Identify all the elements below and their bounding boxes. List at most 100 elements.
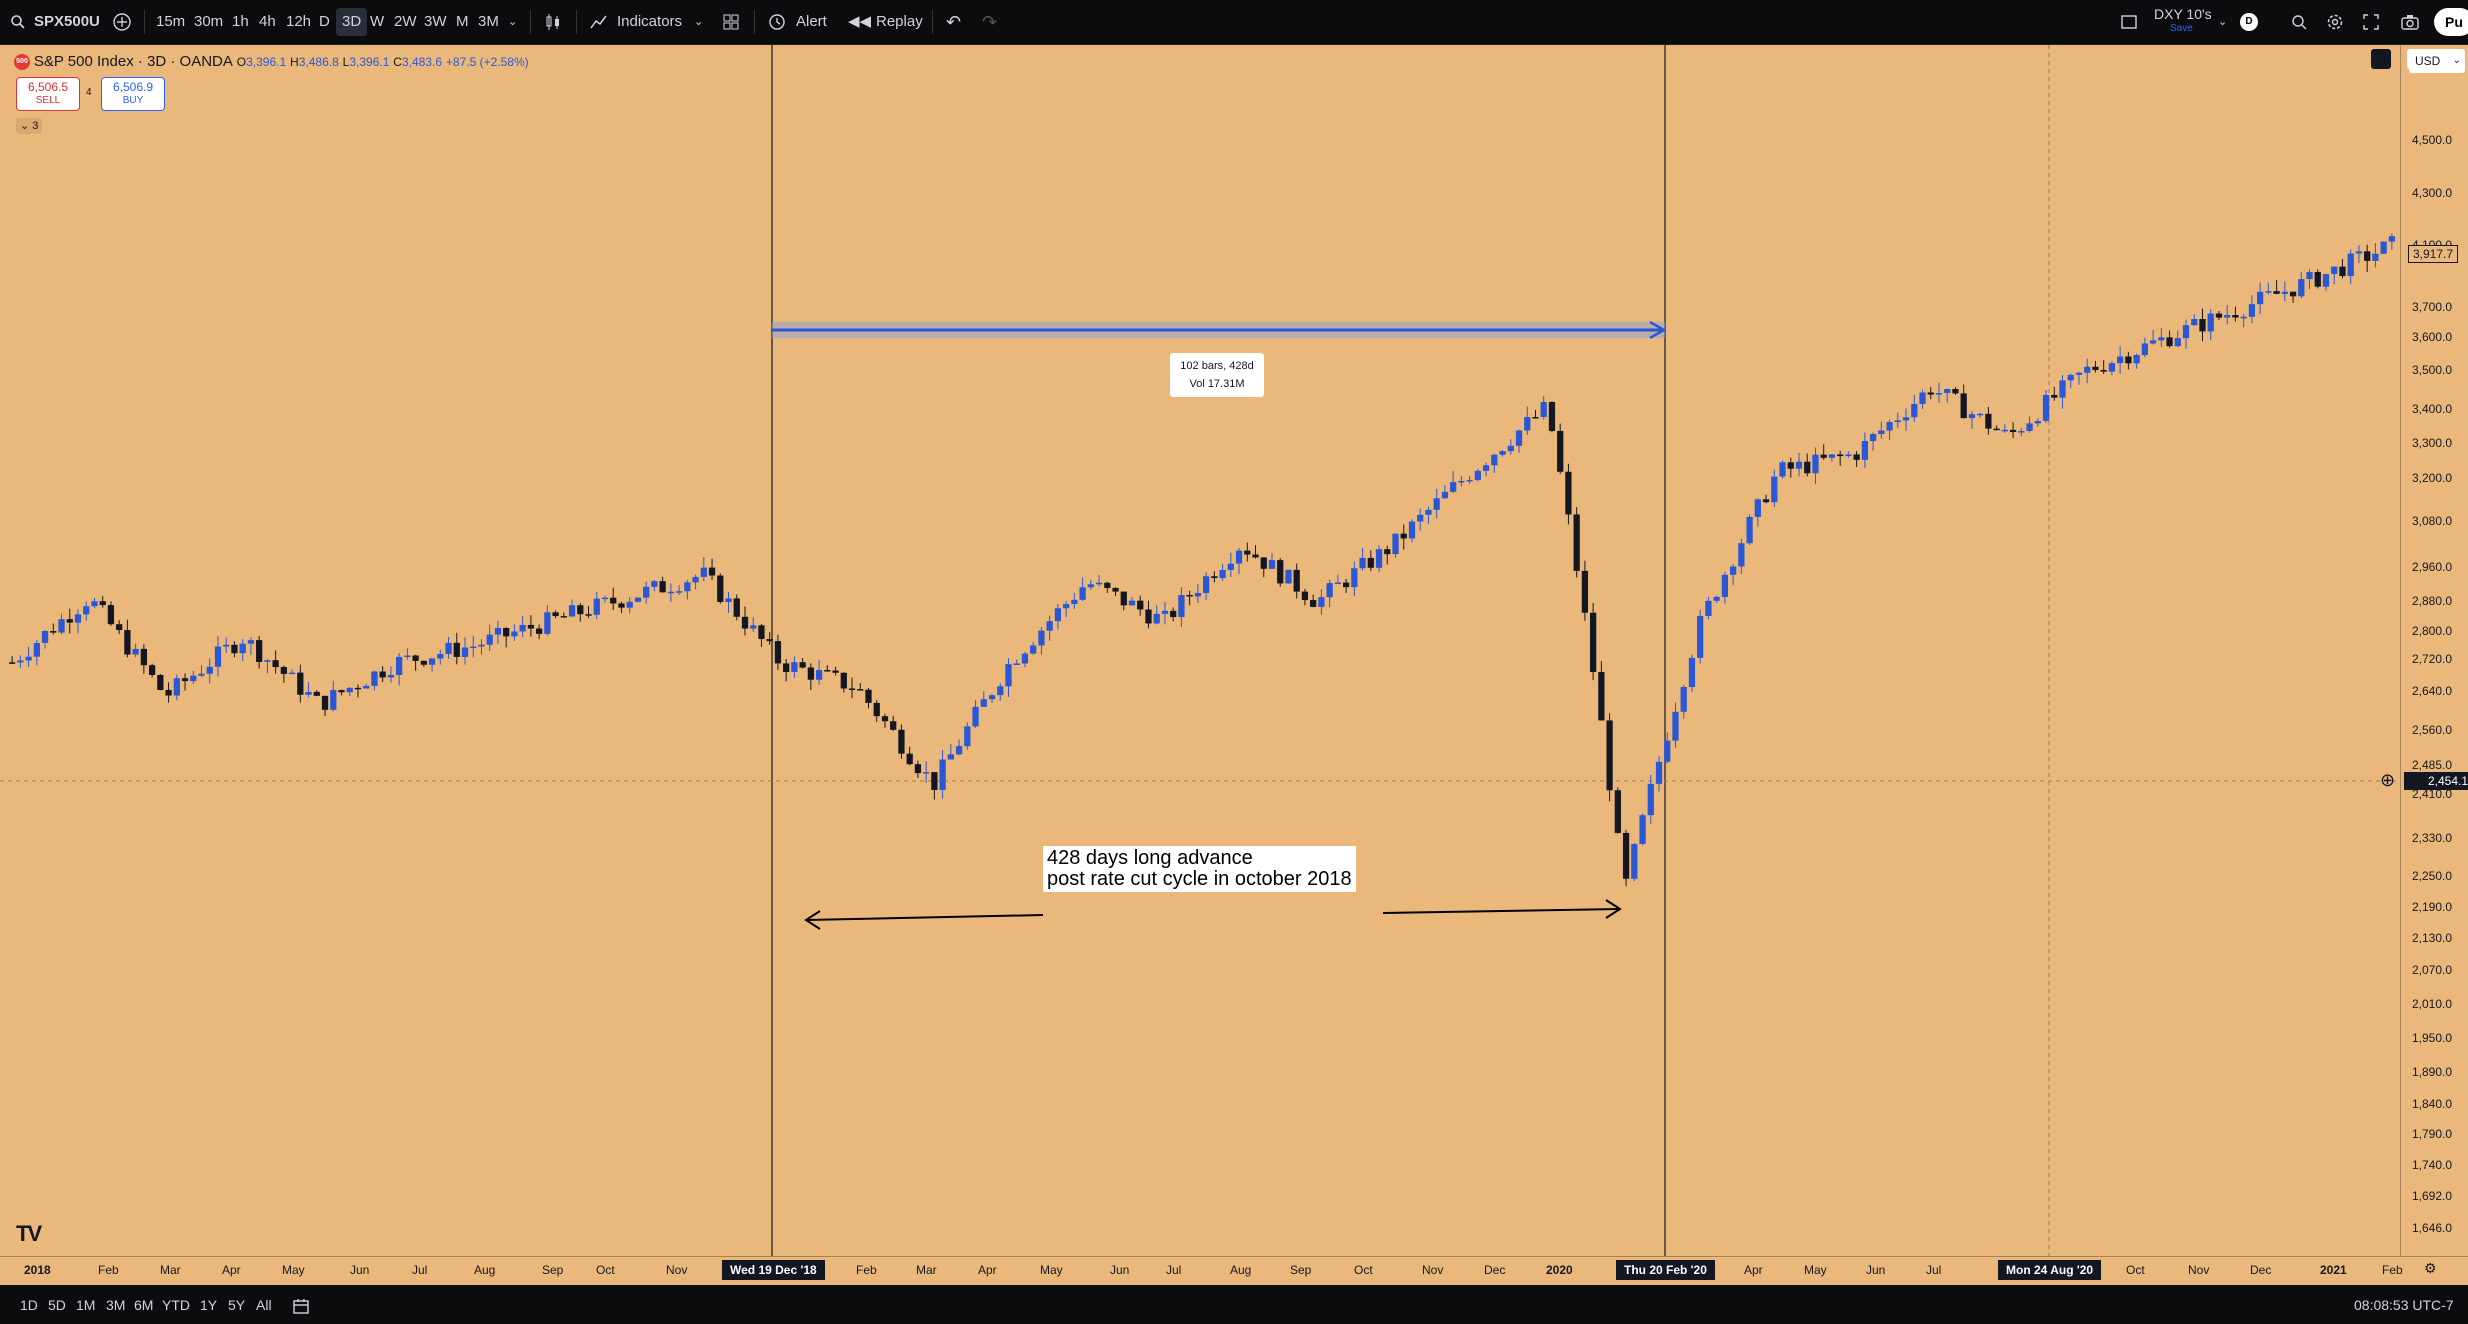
replay-button[interactable]: Replay bbox=[876, 13, 923, 30]
candle-body bbox=[1680, 687, 1687, 712]
chart-pane[interactable]: 500 S&P 500 Index · 3D · OANDA O3,396.1 … bbox=[0, 45, 2400, 1256]
candle-body bbox=[1548, 401, 1556, 431]
candle-body bbox=[1754, 499, 1761, 517]
candle-body bbox=[964, 726, 971, 747]
interval-1h[interactable]: 1h bbox=[232, 13, 249, 30]
buy-button[interactable]: 6,506.9 BUY bbox=[101, 77, 165, 111]
time-axis-settings-gear-icon[interactable]: ⚙ bbox=[2424, 1260, 2437, 1276]
candle-body bbox=[486, 634, 493, 645]
interval-12h[interactable]: 12h bbox=[286, 13, 312, 30]
candle-body bbox=[2166, 337, 2173, 347]
tradingview-logo-icon: TV bbox=[16, 1221, 42, 1246]
candle-body bbox=[1598, 672, 1605, 721]
interval-w[interactable]: W bbox=[370, 13, 385, 30]
candle-body bbox=[1705, 600, 1712, 616]
time-tick-label: Aug bbox=[474, 1263, 496, 1277]
price-tick-label: 2,560.0 bbox=[2412, 723, 2453, 737]
interval-3m[interactable]: 3M bbox=[478, 13, 499, 30]
candle-body bbox=[2182, 325, 2190, 339]
candle-body bbox=[1837, 454, 1844, 457]
layout-square-icon[interactable] bbox=[2120, 8, 2138, 36]
interval-30m[interactable]: 30m bbox=[194, 13, 224, 30]
candle-body bbox=[1318, 597, 1325, 607]
time-tick-label: 2021 bbox=[2320, 1263, 2347, 1277]
alert-clock-icon[interactable] bbox=[768, 8, 786, 36]
chevron-down-icon[interactable]: ⌄ bbox=[694, 16, 704, 28]
range-3m[interactable]: 3M bbox=[106, 1297, 126, 1313]
interval-4h[interactable]: 4h bbox=[259, 13, 276, 30]
undo-icon[interactable]: ↶ bbox=[946, 12, 962, 32]
candle-body bbox=[1260, 557, 1267, 569]
candle-body bbox=[1087, 584, 1094, 588]
candle-body bbox=[338, 690, 345, 693]
interval-3d[interactable]: 3D bbox=[336, 8, 368, 36]
candle-body bbox=[387, 675, 395, 678]
alert-button[interactable]: Alert bbox=[796, 13, 827, 30]
interval-3w[interactable]: 3W bbox=[424, 13, 447, 30]
range-6m[interactable]: 6M bbox=[134, 1297, 154, 1313]
range-ytd[interactable]: YTD bbox=[162, 1297, 190, 1313]
replay-icon[interactable]: ◀◀ bbox=[848, 13, 872, 30]
candle-body bbox=[1342, 582, 1350, 588]
range-1d[interactable]: 1D bbox=[20, 1297, 38, 1313]
candlestick-chart[interactable] bbox=[0, 45, 2400, 1256]
publish-button[interactable]: Pu bbox=[2434, 8, 2468, 36]
interval-d[interactable]: D bbox=[319, 13, 330, 30]
candle-body bbox=[1186, 594, 1193, 597]
sell-button[interactable]: 6,506.5 SELL bbox=[16, 77, 80, 111]
layout-name[interactable]: DXY 10's bbox=[2154, 6, 2212, 22]
time-tick-label: Sep bbox=[542, 1263, 564, 1277]
symbol-search[interactable]: SPX500U bbox=[34, 13, 100, 30]
candle-body bbox=[955, 746, 963, 755]
camera-snapshot-icon[interactable] bbox=[2400, 8, 2420, 36]
cursor-price-label: 2,454.1 bbox=[2404, 772, 2468, 790]
candle-body bbox=[445, 642, 452, 654]
candle-body bbox=[1762, 499, 1770, 503]
chevron-down-icon[interactable]: ⌄ bbox=[2218, 16, 2228, 28]
text-annotation[interactable]: 428 days long advance post rate cut cycl… bbox=[1043, 846, 1356, 892]
chevron-down-icon[interactable]: ⌄ bbox=[508, 16, 518, 28]
candle-body bbox=[494, 627, 502, 635]
candle-body bbox=[116, 624, 123, 631]
indicators-collapse-toggle[interactable]: ⌄ 3 bbox=[16, 118, 43, 134]
search-icon[interactable] bbox=[10, 8, 26, 36]
interval-m[interactable]: M bbox=[456, 13, 469, 30]
currency-selector[interactable]: USD ⌄ bbox=[2409, 49, 2465, 73]
candle-body bbox=[1293, 569, 1300, 592]
layouts-grid-icon[interactable] bbox=[722, 8, 740, 36]
interval-15m[interactable]: 15m bbox=[156, 13, 186, 30]
range-1m[interactable]: 1M bbox=[76, 1297, 96, 1313]
redo-icon[interactable]: ↷ bbox=[982, 12, 998, 32]
price-tick-label: 1,740.0 bbox=[2412, 1158, 2453, 1172]
candle-body bbox=[1450, 482, 1457, 492]
range-5y[interactable]: 5Y bbox=[228, 1297, 246, 1313]
candles-chart-type-icon[interactable] bbox=[544, 8, 562, 36]
time-tick-label: Apr bbox=[1744, 1263, 1763, 1277]
settings-gear-icon[interactable] bbox=[2326, 8, 2344, 36]
range-all[interactable]: All bbox=[256, 1297, 272, 1313]
interval-2w[interactable]: 2W bbox=[394, 13, 417, 30]
date-range-calendar-icon[interactable] bbox=[292, 1293, 310, 1317]
object-tree-icon[interactable] bbox=[2371, 49, 2391, 69]
candle-body bbox=[2026, 423, 2033, 432]
layout-save-status[interactable]: Save bbox=[2170, 23, 2193, 34]
symbol-legend[interactable]: 500 S&P 500 Index · 3D · OANDA O3,396.1 … bbox=[14, 53, 529, 71]
candle-body bbox=[2034, 420, 2041, 424]
candle-body bbox=[165, 689, 172, 696]
quick-search-icon[interactable] bbox=[2290, 8, 2308, 36]
add-alert-plus-icon[interactable]: ⊕ bbox=[2380, 770, 2396, 790]
price-tick-label: 2,130.0 bbox=[2412, 931, 2453, 945]
fullscreen-icon[interactable] bbox=[2362, 8, 2380, 36]
compare-add-icon[interactable] bbox=[112, 8, 132, 36]
range-5d[interactable]: 5D bbox=[48, 1297, 66, 1313]
indicators-icon[interactable] bbox=[590, 8, 608, 36]
indicators-button[interactable]: Indicators bbox=[617, 13, 683, 30]
candle-body bbox=[1713, 596, 1720, 601]
time-tick-label: 2018 bbox=[24, 1263, 51, 1277]
candle-body bbox=[1985, 413, 1992, 429]
time-tick-label: Oct bbox=[1354, 1263, 1373, 1277]
candle-body bbox=[288, 672, 296, 675]
range-1y[interactable]: 1Y bbox=[200, 1297, 218, 1313]
clock-timezone[interactable]: 08:08:53 UTC-7 bbox=[2354, 1297, 2454, 1313]
candle-body bbox=[1820, 454, 1827, 458]
